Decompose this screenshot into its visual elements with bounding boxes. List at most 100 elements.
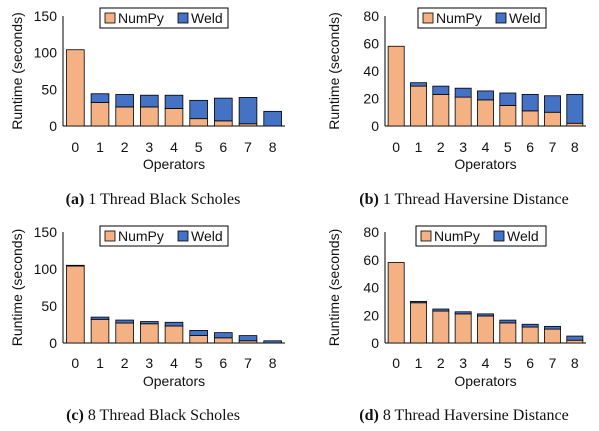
bar-weld-op1 bbox=[90, 316, 110, 320]
bar-weld-op6 bbox=[214, 97, 233, 122]
bar-numpy-op4 bbox=[164, 108, 184, 127]
x-tick-label: 8 bbox=[269, 139, 277, 155]
figure-caption: (c) 8 Thread Black Scholes bbox=[66, 407, 240, 424]
y-tick-label: 100 bbox=[34, 261, 58, 277]
bar-weld-op2 bbox=[115, 94, 134, 108]
x-tick-label: 3 bbox=[459, 139, 467, 155]
bar-numpy-op0 bbox=[387, 45, 405, 127]
y-axis-label: Runtime (seconds) bbox=[326, 12, 342, 130]
bar-numpy-op5 bbox=[189, 118, 208, 127]
legend-box bbox=[99, 7, 229, 29]
legend-swatch-numpy bbox=[420, 230, 432, 242]
bar-numpy-op2 bbox=[115, 106, 134, 127]
bar-numpy-op0 bbox=[66, 265, 85, 344]
x-tick-label: 0 bbox=[71, 139, 79, 155]
y-tick-label: 60 bbox=[363, 252, 379, 268]
bar-numpy-op2 bbox=[432, 310, 450, 344]
bar-numpy-op6 bbox=[521, 110, 539, 127]
x-tick-label: 2 bbox=[437, 355, 445, 371]
y-axis-label: Runtime (seconds) bbox=[326, 229, 342, 347]
x-axis-label: Operators bbox=[143, 373, 205, 389]
caption-text: 1 Thread Haversine Distance bbox=[379, 191, 569, 208]
bar-numpy-op3 bbox=[140, 323, 159, 344]
legend-label-weld: Weld bbox=[191, 228, 223, 244]
x-tick-label: 5 bbox=[504, 355, 512, 371]
y-tick-label: 20 bbox=[363, 307, 379, 323]
legend-swatch-weld bbox=[177, 230, 189, 242]
x-tick-label: 8 bbox=[571, 139, 579, 155]
caption-label: (d) bbox=[359, 407, 379, 424]
bar-weld-op2 bbox=[432, 308, 450, 312]
x-tick-label: 6 bbox=[526, 139, 534, 155]
legend-label-weld: Weld bbox=[191, 10, 223, 26]
bar-numpy-op0 bbox=[66, 49, 85, 127]
bar-weld-op4 bbox=[164, 321, 184, 327]
x-tick-label: 7 bbox=[244, 139, 252, 155]
y-tick-label: 150 bbox=[34, 8, 58, 24]
x-tick-label: 7 bbox=[549, 139, 557, 155]
bar-weld-op8 bbox=[566, 335, 584, 341]
x-tick-label: 5 bbox=[504, 139, 512, 155]
bar-weld-op5 bbox=[499, 92, 517, 106]
x-tick-label: 4 bbox=[482, 355, 490, 371]
bar-weld-op4 bbox=[477, 90, 494, 101]
caption-text: 8 Thread Haversine Distance bbox=[379, 407, 569, 424]
bar-numpy-op4 bbox=[477, 315, 494, 344]
legend-box bbox=[417, 7, 547, 29]
bar-numpy-op6 bbox=[521, 326, 539, 344]
x-axis-label: Operators bbox=[454, 373, 516, 389]
bar-numpy-op5 bbox=[499, 322, 517, 344]
y-tick-label: 40 bbox=[363, 280, 379, 296]
y-tick-label: 80 bbox=[363, 224, 379, 240]
bar-weld-op0 bbox=[66, 264, 85, 267]
x-tick-label: 0 bbox=[392, 355, 400, 371]
y-tick-label: 80 bbox=[363, 8, 379, 24]
bar-weld-op2 bbox=[115, 319, 134, 324]
bar-weld-op8 bbox=[263, 340, 282, 344]
x-tick-label: 7 bbox=[549, 355, 557, 371]
y-tick-label: 50 bbox=[41, 81, 57, 97]
x-axis-label: Operators bbox=[454, 156, 516, 172]
y-tick-label: 0 bbox=[371, 335, 379, 351]
bar-numpy-op3 bbox=[454, 313, 472, 344]
legend-box bbox=[99, 225, 229, 247]
bar-numpy-op4 bbox=[477, 99, 494, 127]
y-tick-label: 100 bbox=[34, 45, 58, 61]
x-tick-label: 4 bbox=[170, 355, 178, 371]
legend-swatch-weld bbox=[495, 12, 507, 24]
bar-weld-op8 bbox=[566, 93, 584, 124]
bar-weld-op4 bbox=[477, 313, 494, 317]
x-tick-label: 6 bbox=[219, 139, 227, 155]
bar-weld-op5 bbox=[189, 99, 208, 120]
y-tick-label: 40 bbox=[363, 63, 379, 79]
legend-box bbox=[415, 225, 547, 247]
x-tick-label: 8 bbox=[571, 355, 579, 371]
bar-weld-op7 bbox=[544, 95, 561, 113]
bar-weld-op6 bbox=[521, 93, 539, 112]
bar-numpy-op5 bbox=[499, 104, 517, 127]
bar-numpy-op1 bbox=[410, 302, 427, 344]
x-tick-label: 5 bbox=[195, 355, 203, 371]
bar-weld-op5 bbox=[189, 330, 208, 337]
x-tick-label: 1 bbox=[96, 139, 104, 155]
legend-swatch-weld bbox=[177, 12, 189, 24]
x-tick-label: 2 bbox=[121, 355, 129, 371]
x-tick-label: 5 bbox=[195, 139, 203, 155]
bar-numpy-op8 bbox=[566, 339, 584, 344]
bar-numpy-op6 bbox=[214, 120, 233, 127]
bar-weld-op3 bbox=[454, 87, 472, 98]
legend-label-numpy: NumPy bbox=[118, 228, 164, 244]
x-tick-label: 1 bbox=[415, 139, 423, 155]
x-tick-label: 4 bbox=[482, 139, 490, 155]
x-tick-label: 2 bbox=[121, 139, 129, 155]
x-tick-label: 2 bbox=[437, 139, 445, 155]
y-tick-label: 150 bbox=[34, 224, 58, 240]
y-tick-label: 0 bbox=[49, 118, 57, 134]
bar-weld-op1 bbox=[410, 300, 427, 304]
legend-label-weld: Weld bbox=[509, 10, 541, 26]
caption-label: (c) bbox=[66, 407, 84, 424]
y-tick-label: 60 bbox=[363, 36, 379, 52]
x-tick-label: 1 bbox=[415, 355, 423, 371]
legend-label-numpy: NumPy bbox=[118, 10, 164, 26]
bar-weld-op4 bbox=[164, 94, 184, 109]
